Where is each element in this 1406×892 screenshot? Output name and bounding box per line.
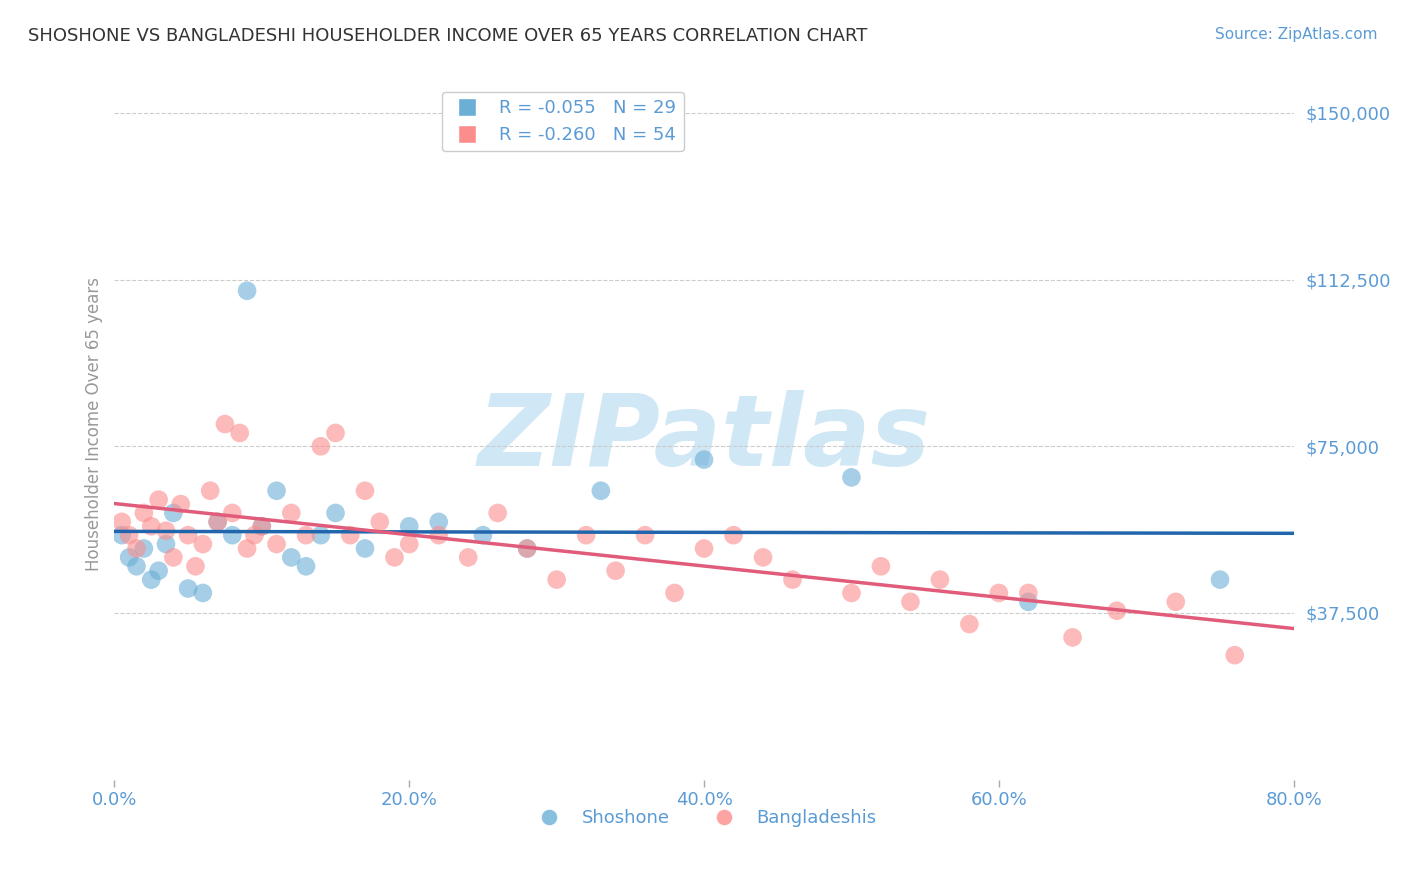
Point	[280, 550, 302, 565]
Point	[243, 528, 266, 542]
Point	[200, 483, 222, 498]
Point	[987, 586, 1010, 600]
Point	[325, 506, 347, 520]
Point	[207, 515, 229, 529]
Point	[900, 595, 922, 609]
Point	[634, 528, 657, 542]
Point	[368, 515, 391, 529]
Point	[546, 573, 568, 587]
Point	[177, 582, 200, 596]
Point	[339, 528, 361, 542]
Point	[752, 550, 775, 565]
Point	[928, 573, 950, 587]
Point	[354, 541, 377, 556]
Point	[155, 537, 177, 551]
Point	[309, 528, 332, 542]
Point	[664, 586, 686, 600]
Point	[155, 524, 177, 538]
Point	[723, 528, 745, 542]
Y-axis label: Householder Income Over 65 years: Householder Income Over 65 years	[86, 277, 103, 571]
Point	[693, 541, 716, 556]
Point	[148, 492, 170, 507]
Point	[309, 439, 332, 453]
Point	[693, 452, 716, 467]
Point	[141, 519, 163, 533]
Point	[1017, 595, 1039, 609]
Point	[841, 586, 863, 600]
Point	[384, 550, 406, 565]
Point	[1209, 573, 1232, 587]
Point	[250, 519, 273, 533]
Point	[125, 541, 148, 556]
Point	[184, 559, 207, 574]
Point	[605, 564, 627, 578]
Point	[471, 528, 494, 542]
Text: Source: ZipAtlas.com: Source: ZipAtlas.com	[1215, 27, 1378, 42]
Point	[118, 550, 141, 565]
Point	[516, 541, 538, 556]
Point	[236, 541, 259, 556]
Point	[214, 417, 236, 431]
Point	[1105, 604, 1128, 618]
Point	[125, 559, 148, 574]
Point	[295, 559, 318, 574]
Point	[280, 506, 302, 520]
Point	[1017, 586, 1039, 600]
Point	[295, 528, 318, 542]
Point	[1223, 648, 1246, 662]
Point	[141, 573, 163, 587]
Point	[516, 541, 538, 556]
Point	[266, 483, 288, 498]
Point	[162, 550, 184, 565]
Point	[398, 537, 420, 551]
Point	[118, 528, 141, 542]
Point	[221, 528, 243, 542]
Point	[870, 559, 893, 574]
Point	[589, 483, 612, 498]
Legend: Shoshone, Bangladeshis: Shoshone, Bangladeshis	[524, 802, 884, 835]
Point	[191, 537, 214, 551]
Point	[427, 528, 450, 542]
Point	[236, 284, 259, 298]
Point	[221, 506, 243, 520]
Point	[177, 528, 200, 542]
Point	[957, 617, 980, 632]
Point	[575, 528, 598, 542]
Point	[841, 470, 863, 484]
Point	[250, 519, 273, 533]
Point	[191, 586, 214, 600]
Point	[207, 515, 229, 529]
Point	[782, 573, 804, 587]
Text: ZIPatlas: ZIPatlas	[478, 390, 931, 487]
Point	[148, 564, 170, 578]
Point	[325, 425, 347, 440]
Point	[111, 515, 134, 529]
Point	[228, 425, 250, 440]
Point	[486, 506, 509, 520]
Text: SHOSHONE VS BANGLADESHI HOUSEHOLDER INCOME OVER 65 YEARS CORRELATION CHART: SHOSHONE VS BANGLADESHI HOUSEHOLDER INCO…	[28, 27, 868, 45]
Point	[457, 550, 479, 565]
Point	[111, 528, 134, 542]
Point	[1164, 595, 1187, 609]
Point	[132, 506, 155, 520]
Point	[427, 515, 450, 529]
Point	[162, 506, 184, 520]
Point	[170, 497, 193, 511]
Point	[354, 483, 377, 498]
Point	[132, 541, 155, 556]
Point	[398, 519, 420, 533]
Point	[266, 537, 288, 551]
Point	[1062, 631, 1084, 645]
